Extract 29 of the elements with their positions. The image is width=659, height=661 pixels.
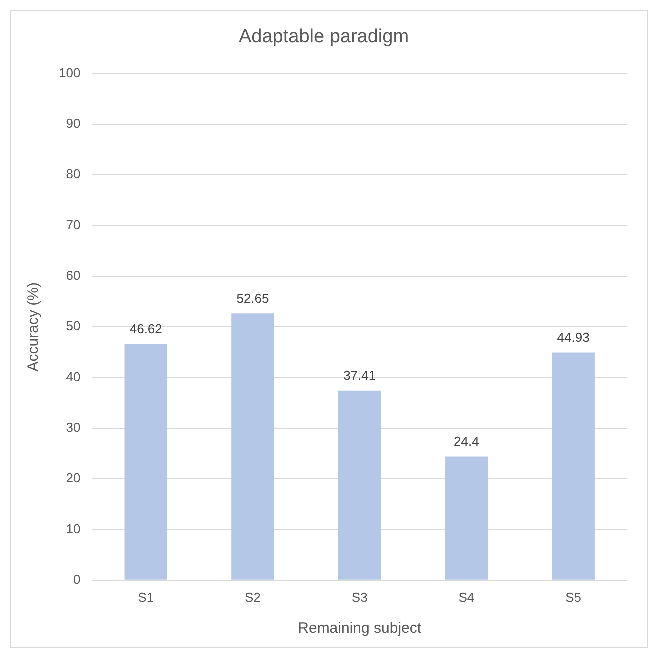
y-tick-label: 50	[66, 318, 81, 334]
data-label: 37.41	[344, 368, 376, 383]
chart-title: Adaptable paradigm	[238, 26, 410, 48]
y-tick-label: 0	[73, 572, 81, 587]
x-axis-title: Remaining subject	[298, 620, 422, 638]
data-label: 24.4	[454, 434, 480, 449]
y-tick-label: 100	[58, 65, 81, 80]
y-tick-label: 80	[66, 166, 81, 182]
bar	[124, 344, 168, 580]
y-tick-label: 30	[66, 420, 81, 435]
x-tick-label: S3	[352, 590, 368, 605]
data-label: 52.65	[236, 290, 270, 306]
x-tick-label: S5	[566, 590, 582, 605]
bar	[232, 314, 274, 580]
y-tick-label: 20	[66, 470, 81, 486]
bar	[445, 456, 488, 580]
data-label: 46.62	[130, 321, 162, 336]
bar	[552, 352, 595, 580]
y-tick-label: 40	[66, 369, 81, 384]
x-tick-label: S1	[138, 590, 154, 605]
data-label: 44.93	[557, 330, 590, 345]
y-tick-label: 60	[66, 268, 81, 284]
x-tick-label: S2	[245, 590, 261, 605]
y-tick-label: 90	[66, 116, 81, 132]
y-tick-label: 10	[66, 521, 81, 536]
x-tick-label: S4	[458, 590, 475, 605]
y-tick-label: 70	[66, 217, 81, 232]
bar	[338, 390, 382, 580]
y-axis-title: Accuracy (%)	[25, 282, 42, 372]
